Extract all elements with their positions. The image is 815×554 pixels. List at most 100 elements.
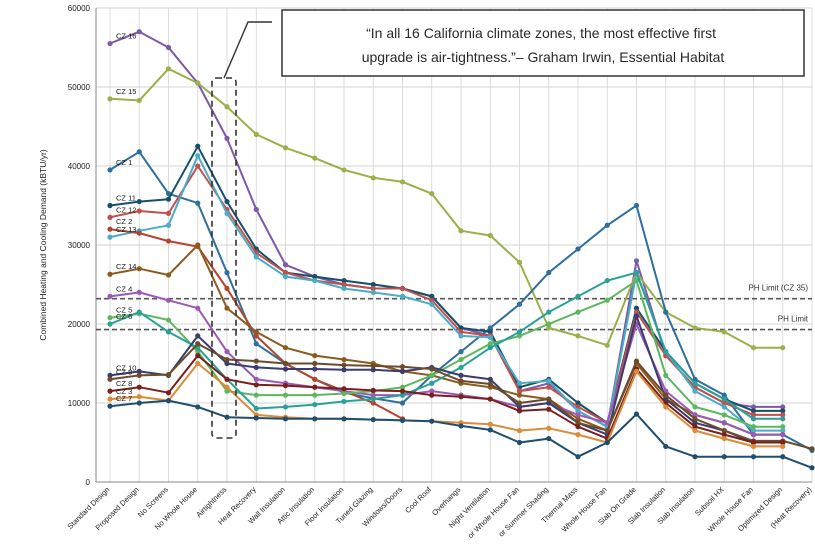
data-point bbox=[224, 414, 230, 420]
data-point bbox=[399, 417, 406, 423]
data-point bbox=[575, 416, 581, 422]
data-point bbox=[575, 400, 581, 406]
series-label: CZ 1 bbox=[116, 158, 132, 167]
data-point bbox=[107, 40, 113, 47]
data-point bbox=[107, 315, 113, 321]
data-point bbox=[663, 372, 669, 378]
series-line bbox=[109, 244, 783, 436]
series-label: CZ 3 bbox=[116, 387, 132, 396]
data-point bbox=[224, 270, 230, 276]
data-point bbox=[253, 376, 259, 382]
data-point bbox=[253, 358, 259, 364]
data-point bbox=[516, 259, 523, 265]
series-label: CZ 8 bbox=[116, 379, 132, 388]
data-point bbox=[429, 191, 435, 197]
series-cz-7 bbox=[107, 398, 815, 471]
data-point bbox=[136, 208, 142, 214]
data-point bbox=[224, 285, 230, 292]
series-label: CZ 5 bbox=[116, 306, 132, 315]
data-point bbox=[195, 80, 201, 86]
data-point bbox=[487, 325, 493, 331]
data-point bbox=[136, 198, 142, 205]
data-point bbox=[107, 202, 113, 209]
data-point bbox=[253, 415, 259, 421]
data-point bbox=[399, 392, 406, 398]
data-point bbox=[429, 380, 435, 386]
data-point bbox=[516, 404, 523, 410]
data-point bbox=[399, 179, 406, 185]
data-point bbox=[312, 416, 318, 422]
data-point bbox=[253, 364, 259, 371]
data-point bbox=[692, 388, 698, 394]
series-line bbox=[109, 291, 783, 436]
x-tick-label: Cool Roof bbox=[403, 484, 434, 515]
data-point bbox=[633, 368, 640, 374]
data-point bbox=[780, 345, 786, 351]
data-point bbox=[750, 443, 757, 450]
data-point bbox=[458, 364, 464, 371]
data-point bbox=[546, 400, 552, 406]
data-point bbox=[780, 424, 786, 430]
data-point bbox=[282, 416, 289, 422]
data-point bbox=[399, 285, 406, 292]
data-point bbox=[399, 293, 406, 299]
data-point bbox=[575, 293, 581, 299]
data-point bbox=[399, 384, 406, 390]
data-point bbox=[575, 408, 581, 414]
data-point bbox=[750, 412, 757, 418]
data-point bbox=[370, 285, 376, 292]
ph-limit-label: PH Limit (CZ 35) bbox=[748, 284, 808, 293]
data-point bbox=[165, 222, 172, 228]
data-point bbox=[604, 428, 610, 434]
data-point bbox=[165, 317, 172, 323]
data-point bbox=[429, 418, 435, 424]
data-point bbox=[487, 376, 493, 382]
data-point bbox=[195, 200, 201, 206]
data-point bbox=[663, 404, 669, 410]
data-point bbox=[370, 289, 376, 295]
data-point bbox=[370, 400, 376, 406]
data-point bbox=[546, 406, 552, 412]
data-point bbox=[282, 270, 289, 276]
data-point bbox=[253, 206, 259, 213]
data-point bbox=[780, 432, 786, 438]
data-point bbox=[516, 428, 523, 434]
data-point bbox=[136, 230, 142, 236]
data-point bbox=[107, 388, 113, 394]
data-point bbox=[224, 198, 230, 205]
data-point bbox=[516, 388, 523, 394]
data-point bbox=[604, 277, 610, 284]
ph-limit-lines: PH Limit (CZ 35) PH Limit bbox=[96, 284, 812, 331]
data-point bbox=[165, 272, 172, 278]
data-point bbox=[458, 372, 464, 378]
data-point bbox=[692, 454, 698, 460]
data-point bbox=[546, 396, 552, 402]
data-point bbox=[165, 371, 172, 378]
data-point bbox=[107, 321, 113, 327]
y-tick-label: 30000 bbox=[68, 241, 91, 250]
data-point bbox=[575, 424, 581, 430]
data-point bbox=[195, 360, 201, 367]
data-point bbox=[399, 400, 406, 406]
data-point bbox=[136, 368, 142, 374]
data-point bbox=[633, 309, 640, 315]
data-point bbox=[165, 196, 172, 202]
data-point bbox=[780, 443, 786, 450]
data-point bbox=[195, 404, 201, 410]
data-point bbox=[692, 424, 698, 430]
data-point bbox=[312, 401, 318, 408]
data-point bbox=[692, 412, 698, 418]
series-cz-8 bbox=[107, 353, 786, 446]
data-point bbox=[692, 404, 698, 410]
data-point bbox=[224, 135, 230, 141]
data-point bbox=[750, 424, 757, 430]
series-label: CZ 13 bbox=[116, 225, 136, 234]
data-point bbox=[107, 396, 113, 402]
quote-box bbox=[281, 9, 805, 77]
data-point bbox=[633, 313, 640, 319]
data-point bbox=[136, 309, 142, 315]
data-point bbox=[370, 367, 376, 373]
data-point bbox=[458, 356, 464, 363]
data-point bbox=[165, 398, 172, 404]
